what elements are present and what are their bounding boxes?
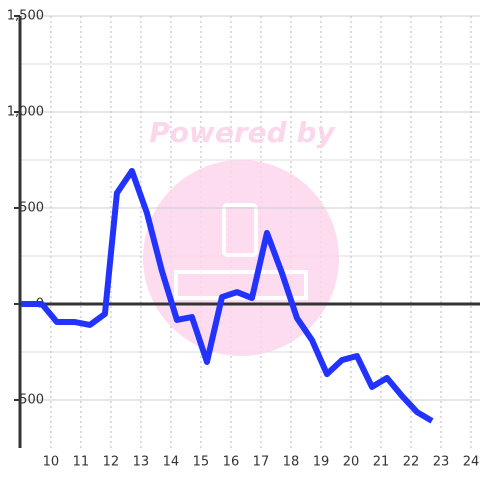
x-tick-label: 13 (133, 455, 150, 470)
x-tick-label: 12 (103, 455, 120, 470)
x-tick-label: 24 (463, 455, 480, 470)
x-tick-label: 19 (313, 455, 330, 470)
watermark: Powered by (143, 116, 339, 356)
x-tick-label: 10 (43, 455, 60, 470)
watermark-logo (174, 270, 308, 300)
x-tick-label: 20 (343, 455, 360, 470)
x-tick-label: 16 (223, 455, 240, 470)
data-line (20, 167, 434, 424)
y-tick-label: 500 (19, 201, 44, 216)
y-tick-label: -500 (14, 393, 44, 408)
x-tick-label: 11 (73, 455, 90, 470)
x-tick-label: 23 (433, 455, 450, 470)
watermark-circle (143, 160, 339, 356)
y-tick-label: 1,500 (7, 9, 44, 24)
y-tick-label: 1,000 (7, 105, 44, 120)
x-tick-label: 22 (403, 455, 420, 470)
x-tick-label: 17 (253, 455, 270, 470)
x-tick-label: 14 (163, 455, 180, 470)
x-tick-label: 18 (283, 455, 300, 470)
watermark-icon (222, 203, 258, 257)
x-tick-label: 21 (373, 455, 390, 470)
watermark-text: Powered by (149, 116, 336, 149)
x-tick-label: 15 (193, 455, 210, 470)
